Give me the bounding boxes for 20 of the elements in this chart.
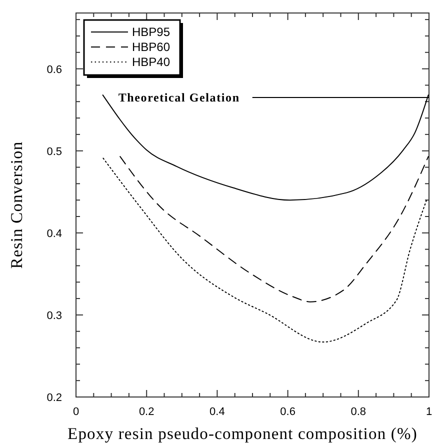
y-tick-label: 0.6 — [46, 64, 62, 76]
x-tick-label: 0.8 — [350, 406, 366, 418]
y-axis-title: Resin Conversion — [7, 141, 26, 269]
ref-line-label: Theoretical Gelation — [118, 90, 240, 105]
y-tick-label: 0.3 — [46, 310, 62, 322]
legend-label: HBP95 — [132, 25, 170, 39]
x-axis-title: Epoxy resin pseudo-component composition (%) — [68, 424, 418, 443]
x-tick-label: 0.2 — [138, 406, 154, 418]
y-tick-label: 0.4 — [46, 228, 62, 240]
x-tick-label: 1 — [426, 406, 432, 418]
legend-label: HBP60 — [132, 40, 170, 54]
line-series — [102, 158, 428, 343]
line-series — [120, 156, 429, 302]
line-series — [102, 94, 429, 201]
legend-label: HBP40 — [132, 55, 170, 69]
x-tick-label: 0 — [72, 406, 80, 418]
y-tick-label: 0.5 — [46, 146, 62, 158]
x-tick-label: 0.4 — [210, 406, 225, 418]
x-tick-label: 0.6 — [280, 406, 296, 418]
y-tick-label: 0.2 — [46, 392, 62, 404]
